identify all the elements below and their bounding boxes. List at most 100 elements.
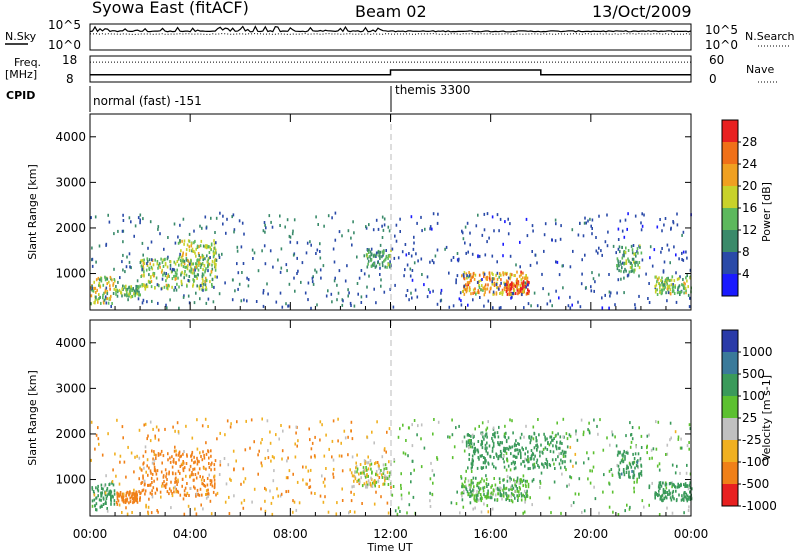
power-cell [554,239,557,243]
power-cell [516,270,518,274]
velocity-cell [624,455,626,459]
power-cell [378,252,381,256]
power-cell [91,264,94,268]
velocity-cell [488,444,491,448]
power-cell [159,232,161,236]
velocity-cell [625,471,628,474]
velocity-cell [470,490,473,494]
velocity-cell [393,458,395,461]
noise-panel: N.Sky 10^5 10^0 10^5 10^0 N.Search [5,18,795,52]
velocity-cell [575,429,577,433]
frequency-trace [90,69,691,76]
velocity-cell [159,452,162,456]
power-cell [237,287,239,291]
power-cell [142,261,145,265]
power-cell [197,268,200,272]
velocity-cell [121,425,124,429]
velocity-cell [113,489,116,493]
velocity-cell [125,475,127,479]
velocity-cell [662,489,665,493]
power-cell [488,290,491,294]
velocity-cell [512,486,515,490]
power-cell [559,237,562,241]
velocity-cell [514,442,516,446]
power-cell [363,254,366,258]
velocity-cell [285,476,288,480]
power-cell [344,279,347,283]
velocity-cell [214,482,216,486]
velocity-cell [540,471,543,475]
velocity-cell [95,496,98,500]
velocity-cell [540,443,542,447]
velocity-cell [632,452,634,456]
velocity-cell [479,493,482,496]
velocity-cell [465,469,467,473]
power-cell [280,247,283,251]
velocity-cell [470,483,472,487]
velocity-cell [240,482,242,486]
power-cell [360,301,363,304]
power-cell [501,292,504,296]
velocity-cell [520,492,523,496]
power-cell [467,250,469,254]
velocity-cell [532,466,535,470]
velocity-cell [210,463,212,467]
power-cell [617,262,620,266]
power-cell [475,292,477,296]
power-cell [489,274,491,278]
velocity-cell [153,462,155,466]
velocity-cell [464,477,467,481]
power-cell [519,240,521,244]
power-cell [316,303,318,307]
velocity-cell [240,501,243,505]
power-cell [515,263,517,267]
power-cell [215,258,218,262]
velocity-cell [514,461,516,464]
velocity-cell [684,485,686,488]
velocity-cell [502,457,504,461]
power-cell [367,259,370,263]
power-cell [526,291,529,295]
power-cell [414,288,417,292]
power-cell [475,224,478,228]
velocity-cell [371,470,373,474]
velocity-cell [400,472,402,476]
power-cell [157,225,160,229]
velocity-cell [532,437,535,441]
velocity-cell [484,434,486,438]
velocity-cell [341,469,344,473]
power-cell [684,282,686,286]
velocity-cell [510,462,513,466]
velocity-cell [608,481,610,485]
velocity-cell [173,449,176,453]
power-cell [615,251,617,255]
power-cell [106,282,108,286]
velocity-cell [382,482,384,486]
velocity-cell [343,429,346,433]
velocity-cell [499,449,502,453]
power-cell [601,296,603,300]
velocity-cell [408,426,410,430]
power-cell [502,254,504,258]
velocity-cell [123,460,126,464]
power-cell [304,291,307,295]
velocity-cell [476,482,479,486]
power-cell [666,299,668,303]
power-cell [631,266,633,270]
power-cell [486,287,489,291]
power-cell [267,292,269,296]
power-cell [483,212,486,216]
power-cell [511,273,513,277]
power-cell [109,284,111,288]
velocity-cell [587,428,589,432]
velocity-cell [491,484,493,488]
power-cell [486,275,489,279]
power-cell [416,295,419,299]
velocity-cell [483,493,485,497]
power-cell [236,249,239,253]
power-cell [541,272,543,276]
power-cell [505,279,508,283]
velocity-cell [135,492,137,496]
power-cell [158,263,160,267]
power-cell [121,287,123,291]
